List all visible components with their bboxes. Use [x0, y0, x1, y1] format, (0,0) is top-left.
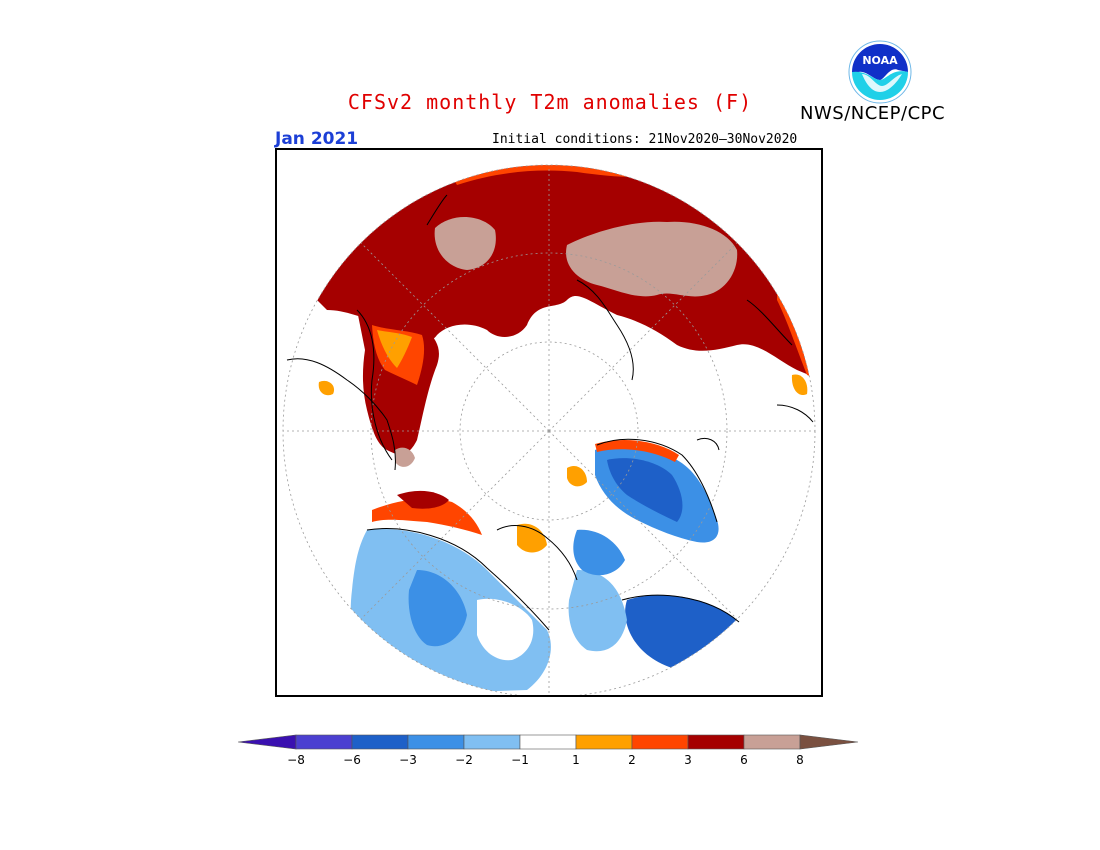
legend-tick-label: 8: [796, 753, 804, 767]
legend-tick-label: 2: [628, 753, 636, 767]
orange-rim-north: [437, 165, 677, 185]
cold-anomaly-siberia: [573, 529, 625, 576]
legend-tick-label: −8: [287, 753, 305, 767]
warm-rim-europe: [595, 439, 679, 462]
yellow-greenland: [377, 330, 412, 368]
cold-anomaly-asia-mid: [568, 570, 627, 652]
agency-label: NWS/NCEP/CPC: [800, 103, 946, 124]
legend-tick-label: −2: [455, 753, 473, 767]
legend-bin: [519, 734, 577, 750]
legend-bin: [687, 734, 745, 750]
polar-map: [275, 148, 823, 697]
legend-bin: [407, 734, 465, 750]
legend-tick-label: 3: [684, 753, 692, 767]
warm-spot-east-europe: [791, 374, 808, 396]
warm-spot-canada: [517, 523, 547, 553]
legend-bin-high-triangle: [799, 734, 859, 750]
legend-bin: [295, 734, 353, 750]
legend-tick-label: −3: [399, 753, 417, 767]
warm-spot-arctic-east: [567, 465, 587, 487]
legend-bin: [575, 734, 633, 750]
cold-anomaly-north-america-core: [408, 570, 467, 647]
noaa-logo: NOAA: [848, 40, 912, 104]
legend-tick-label: 1: [572, 753, 580, 767]
legend-bin: [743, 734, 801, 750]
cold-anomaly-europe-inner: [607, 458, 683, 522]
legend-bin-low-triangle: [237, 734, 297, 750]
legend-tick-label: −6: [343, 753, 361, 767]
legend-tick-label: −1: [511, 753, 529, 767]
legend-bin: [351, 734, 409, 750]
warm-anomaly-alaska: [372, 498, 482, 535]
warm-spot-iceland: [318, 380, 335, 396]
initial-conditions: Initial conditions: 21Nov2020–30Nov2020: [492, 132, 798, 147]
extreme-warm-patch-1: [434, 216, 496, 270]
neutral-plains: [477, 598, 534, 661]
chart-title: CFSv2 monthly T2m anomalies (F): [347, 90, 753, 114]
legend-tick-label: 6: [740, 753, 748, 767]
coastlines: [286, 194, 814, 631]
noaa-logo-text: NOAA: [862, 54, 898, 67]
tan-greenland: [395, 447, 415, 467]
legend-bin: [463, 734, 521, 750]
warm-anomaly-alaska-dark: [397, 490, 449, 509]
graticule: [282, 164, 816, 695]
forecast-month: Jan 2021: [275, 129, 359, 149]
legend-bin: [631, 734, 689, 750]
color-legend: [237, 733, 863, 755]
extreme-warm-patch-2: [566, 221, 738, 297]
